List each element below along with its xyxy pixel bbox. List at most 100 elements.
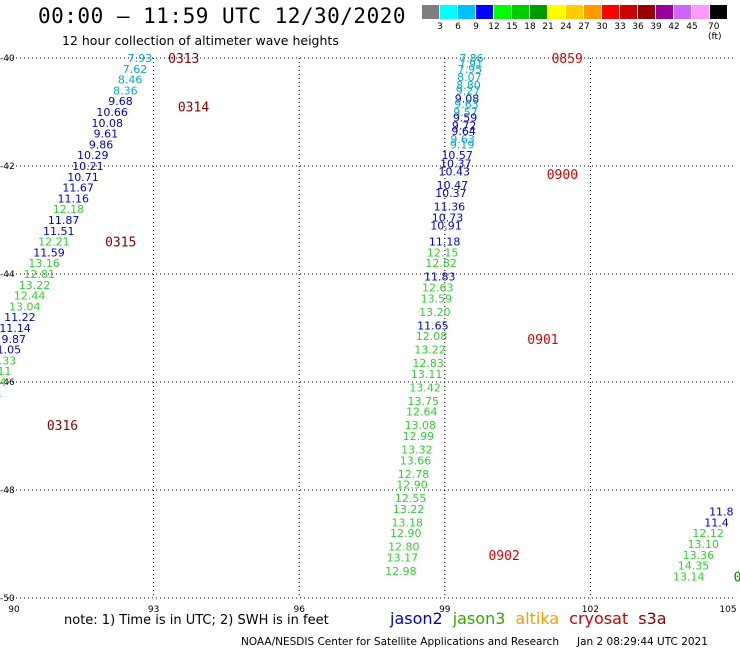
legend-swatch bbox=[458, 5, 476, 19]
wave-height-label: 12.83 bbox=[412, 357, 444, 370]
legend-label: 30 bbox=[596, 22, 608, 32]
wave-height-label: 11.22 bbox=[4, 311, 36, 324]
x-tick-label: 96 bbox=[293, 605, 305, 615]
wave-height-label: 10.29 bbox=[77, 149, 109, 162]
legend-label: 27 bbox=[578, 22, 590, 32]
wave-height-label: 12.81 bbox=[24, 268, 56, 281]
wave-height-label: 9.63 bbox=[450, 133, 475, 146]
wave-height-label: 13.32 bbox=[401, 444, 433, 457]
credit-line: NOAA/NESDIS Center for Satellite Applica… bbox=[241, 636, 708, 648]
wave-height-label: 12.64 bbox=[406, 406, 438, 419]
wave-height-label: 7.95 bbox=[458, 63, 483, 76]
wave-height-label: 11.8 bbox=[709, 506, 734, 519]
pass-time-label: 0314 bbox=[178, 101, 209, 116]
satellite-cryosat: cryosat bbox=[569, 609, 629, 628]
wave-height-label: 13.66 bbox=[400, 454, 432, 467]
wave-height-label: 9.86 bbox=[89, 138, 114, 151]
pass-time-label: 0901 bbox=[527, 333, 558, 348]
legend-swatch bbox=[710, 5, 728, 19]
legend-label: 33 bbox=[614, 22, 626, 32]
wave-height-label: 8.80 bbox=[456, 79, 481, 92]
wave-height-label: 9.68 bbox=[108, 95, 133, 108]
satellite-legend: jason2 jason3 altika cryosat s3a bbox=[390, 609, 677, 628]
pass-time-label: 0316 bbox=[47, 419, 78, 434]
pass-time-label: 0859 bbox=[552, 52, 583, 67]
pass-time-label: 0313 bbox=[168, 52, 199, 67]
legend-label: 70 (ft) bbox=[708, 22, 722, 42]
wave-height-label: 13.22 bbox=[393, 503, 425, 516]
credit-text: NOAA/NESDIS Center for Satellite Applica… bbox=[241, 636, 559, 648]
wave-height-label: 8.36 bbox=[113, 84, 138, 97]
wave-height-label: 7.62 bbox=[123, 63, 148, 76]
x-tick-label: 90 bbox=[8, 605, 20, 615]
legend-swatch bbox=[692, 5, 710, 19]
legend-swatch bbox=[494, 5, 512, 19]
wave-height-label: 9.87 bbox=[1, 333, 26, 346]
axis-tick-labels: 90 93 96 99 102 105 -40 -42 -44 -46 -48 -50 bbox=[0, 54, 737, 615]
legend-swatch bbox=[620, 5, 638, 19]
legend-swatch bbox=[530, 5, 548, 19]
wave-height-label: 10.08 bbox=[92, 117, 124, 130]
grid-lines bbox=[8, 57, 736, 599]
pass-time-label: 053 bbox=[734, 570, 740, 585]
wave-height-label: 9.61 bbox=[94, 128, 119, 141]
wave-height-label: 12.98 bbox=[385, 565, 417, 578]
legend-label: 3 bbox=[437, 22, 443, 32]
wave-height-label: 9.64 bbox=[451, 125, 476, 138]
wave-height-label: 12.90 bbox=[396, 479, 428, 492]
wave-height-label: 11.59 bbox=[33, 246, 65, 259]
footnote: note: 1) Time is in UTC; 2) SWH is in fe… bbox=[64, 613, 329, 628]
y-tick-label: -42 bbox=[0, 162, 15, 172]
wave-height-label: 13.18 bbox=[391, 516, 423, 529]
wave-height-label: 12.99 bbox=[403, 430, 435, 443]
wave-height-label: 12.80 bbox=[388, 541, 420, 554]
wave-height-label: 11.14 bbox=[0, 322, 31, 335]
wave-height-label: 12.15 bbox=[427, 246, 459, 259]
legend-swatch bbox=[512, 5, 530, 19]
wave-height-label: 13.36 bbox=[683, 549, 715, 562]
wave-height-label: 10.37 bbox=[440, 157, 472, 170]
legend-label: 36 bbox=[632, 22, 644, 32]
legend-swatch bbox=[674, 5, 692, 19]
wave-height-label: 10.66 bbox=[96, 106, 128, 119]
legend-label: 15 bbox=[506, 22, 518, 32]
color-scale-legend bbox=[422, 5, 728, 19]
wave-height-label: 11.18 bbox=[429, 236, 461, 249]
wave-height-label: 13.20 bbox=[419, 306, 451, 319]
wave-height-label: 11.65 bbox=[417, 319, 449, 332]
wave-height-label: 13.22 bbox=[19, 279, 51, 292]
wave-height-label: 14.35 bbox=[678, 560, 710, 573]
pass-time-label: 0900 bbox=[547, 168, 578, 183]
legend-label: 21 bbox=[542, 22, 554, 32]
wave-height-label: 13.16 bbox=[28, 257, 60, 270]
wave-height-label: 12.18 bbox=[53, 203, 85, 216]
wave-height-label: 9.72 bbox=[452, 120, 477, 133]
wave-height-label: 11.87 bbox=[48, 214, 80, 227]
y-tick-label: -48 bbox=[0, 486, 15, 496]
wave-height-label: 12.44 bbox=[14, 290, 46, 303]
legend-label: 12 bbox=[488, 22, 500, 32]
wave-height-label: 12.21 bbox=[38, 236, 70, 249]
x-tick-label: 99 bbox=[439, 605, 451, 615]
wave-height-label: 12.12 bbox=[692, 527, 724, 540]
wave-height-label: 13.17 bbox=[387, 552, 419, 565]
x-tick-label: 105 bbox=[719, 605, 736, 615]
wave-height-label: 13.59 bbox=[421, 292, 453, 305]
wave-height-label: 13.14 bbox=[673, 570, 705, 583]
legend-label: 42 bbox=[668, 22, 680, 32]
wave-height-label: 11.67 bbox=[62, 182, 94, 195]
y-tick-label: -46 bbox=[0, 378, 15, 388]
wave-height-label: 10.91 bbox=[430, 219, 462, 232]
satellite-s3a: s3a bbox=[638, 609, 667, 628]
x-tick-label: 93 bbox=[148, 605, 159, 615]
legend-label: 18 bbox=[524, 22, 536, 32]
legend-label: 39 bbox=[650, 22, 662, 32]
wave-height-label: 8.46 bbox=[118, 74, 143, 87]
satellite-jason3: jason3 bbox=[452, 609, 506, 628]
y-tick-label: -50 bbox=[0, 594, 15, 604]
wave-height-label: 11.05 bbox=[0, 344, 21, 357]
wave-height-label: 13.22 bbox=[414, 344, 446, 357]
wave-height-label: 11.4 bbox=[704, 516, 729, 529]
wave-height-label: 13.42 bbox=[409, 381, 441, 394]
